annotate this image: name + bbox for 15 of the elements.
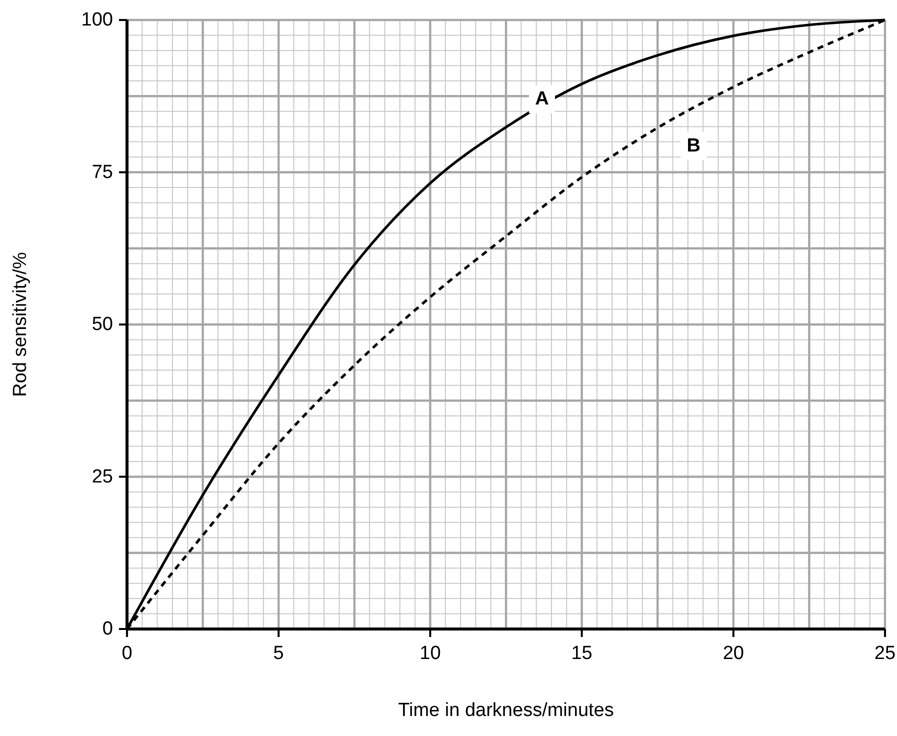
x-tick-label: 5 (273, 643, 284, 664)
series-label: A (535, 88, 550, 110)
x-tick-label: 0 (122, 643, 132, 664)
y-tick-label: 0 (102, 618, 113, 640)
x-axis-title: Time in darkness/minutes (398, 700, 614, 721)
series-label: B (686, 135, 700, 156)
y-tick-label: 100 (81, 10, 113, 30)
x-tick-label: 15 (571, 643, 592, 664)
y-tick-label: 25 (92, 466, 113, 488)
y-tick-label: 50 (92, 314, 113, 335)
y-axis-title: Rod sensitivity/% (10, 252, 31, 397)
x-tick-label: 25 (874, 643, 896, 664)
x-tick-label: 10 (420, 643, 441, 664)
x-tick-label: 20 (722, 643, 744, 664)
y-tick-label: 75 (92, 162, 113, 183)
